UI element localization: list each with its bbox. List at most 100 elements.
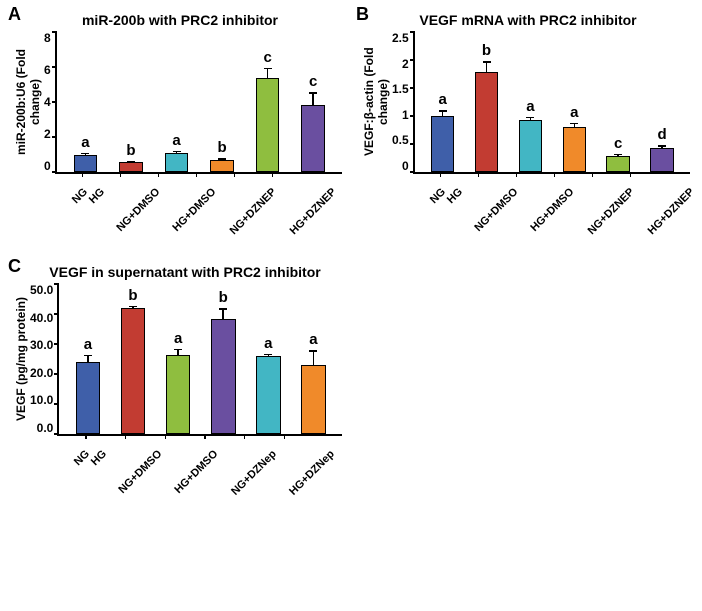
x-axis-labels: NGHGNG+DMSOHG+DMSONG+DZNEPHG+DZNEP [413,174,665,236]
bar [301,365,326,434]
significance-label: c [614,135,622,152]
panel-c: CVEGF in supernatant with PRC2 inhibitor… [12,264,342,498]
chart-wrap: VEGF (pg/mg protein)50.040.030.020.010.0… [12,284,342,436]
panel-letter: A [8,4,21,25]
plot-area: a b a b c c [55,32,342,174]
y-tick: 2 [402,58,409,70]
x-tick-mark [120,172,122,177]
bars-container: ababaa [59,284,342,434]
bar-slot: a [246,284,291,434]
significance-label: c [309,73,317,90]
panel-a: AmiR-200b with PRC2 inhibitormiR-200b:U6… [12,12,342,236]
x-tick-mark [284,434,286,439]
y-axis-label: VEGF (pg/mg protein) [12,284,30,434]
error-bar [661,145,663,148]
y-axis-label: VEGF:β-actin (Fold change) [360,32,392,172]
bar-slot: a [154,32,200,172]
x-tick-mark [516,172,518,177]
y-tick: 1.5 [392,83,409,95]
significance-label: a [81,134,89,151]
error-bar [222,308,224,319]
bar-slot: a [156,284,201,434]
error-bar [530,117,532,120]
error-bar [442,110,444,116]
x-tick-label: HG+DZNep [287,448,369,530]
bars-container: a b a b c c [57,32,342,172]
bar-slot: a [552,32,596,172]
bar [76,362,101,434]
plot-area: abaacd [413,32,690,174]
error-bar [268,354,270,356]
significance-label: a [570,104,578,121]
bar-slot: a [63,32,109,172]
y-tick: 0.5 [392,134,409,146]
significance-label: b [218,139,227,156]
x-tick-mark [196,172,198,177]
significance-label: a [438,91,446,108]
panel-b: BVEGF mRNA with PRC2 inhibitorVEGF:β-act… [360,12,690,236]
x-tick-mark [82,172,84,177]
x-tick-mark [478,172,480,177]
error-bar [85,153,87,155]
bar-slot: b [201,284,246,434]
bar-slot: a [65,284,110,434]
x-tick-mark [204,434,206,439]
y-tick: 20.0 [30,367,53,379]
x-tick-mark [630,172,632,177]
bar [74,155,98,173]
error-bar [130,161,132,162]
bar [475,72,499,172]
chart-title: VEGF mRNA with PRC2 inhibitor [388,12,668,28]
bar-slot: b [110,284,155,434]
error-bar [313,350,315,365]
bar [165,153,189,172]
y-tick: 10.0 [30,394,53,406]
figure-grid: AmiR-200b with PRC2 inhibitormiR-200b:U6… [12,12,690,498]
y-tick: 8 [44,32,51,44]
x-tick-mark [440,172,442,177]
chart-title: miR-200b with PRC2 inhibitor [40,12,320,28]
significance-label: a [172,132,180,149]
x-tick-mark [85,434,87,439]
y-tick: 2 [44,128,51,140]
significance-label: d [657,126,666,143]
y-tick: 4 [44,96,51,108]
bar-slot: b [465,32,509,172]
bar [650,148,674,172]
significance-label: a [84,336,92,353]
significance-label: b [126,142,135,159]
bar [563,127,587,172]
x-axis-labels: NGHGNG+DMSOHG+DMSONG+DZNepHG+DZNep [57,436,319,498]
y-tick: 0 [44,160,51,172]
error-bar [617,154,619,157]
panel-letter: C [8,256,21,277]
y-axis-ticks: 2.521.510.50 [392,32,413,172]
x-tick-mark [244,434,246,439]
x-tick-mark [234,172,236,177]
x-tick-mark [554,172,556,177]
bar-slot: c [245,32,291,172]
chart-wrap: VEGF:β-actin (Fold change)2.521.510.50ab… [360,32,690,174]
y-tick: 0 [402,160,409,172]
error-bar [267,68,269,79]
y-axis-label: miR-200b:U6 (Fold change) [12,32,44,172]
y-tick: 50.0 [30,284,53,296]
x-tick-label: HG+DZNEP [646,186,702,270]
bar [119,162,143,172]
bar [166,355,191,435]
x-tick-mark [272,172,274,177]
significance-label: b [482,42,491,59]
bar-slot: b [199,32,245,172]
bar-slot: a [508,32,552,172]
bar [210,160,234,172]
y-tick: 40.0 [30,312,53,324]
bar-slot: a [421,32,465,172]
x-tick-mark [158,172,160,177]
bar-slot: b [108,32,154,172]
significance-label: b [128,287,137,304]
bars-container: abaacd [415,32,690,172]
bar-slot: a [291,284,336,434]
error-bar [177,349,179,355]
chart-wrap: miR-200b:U6 (Fold change)86420ababcc [12,32,342,174]
bar [606,156,630,172]
